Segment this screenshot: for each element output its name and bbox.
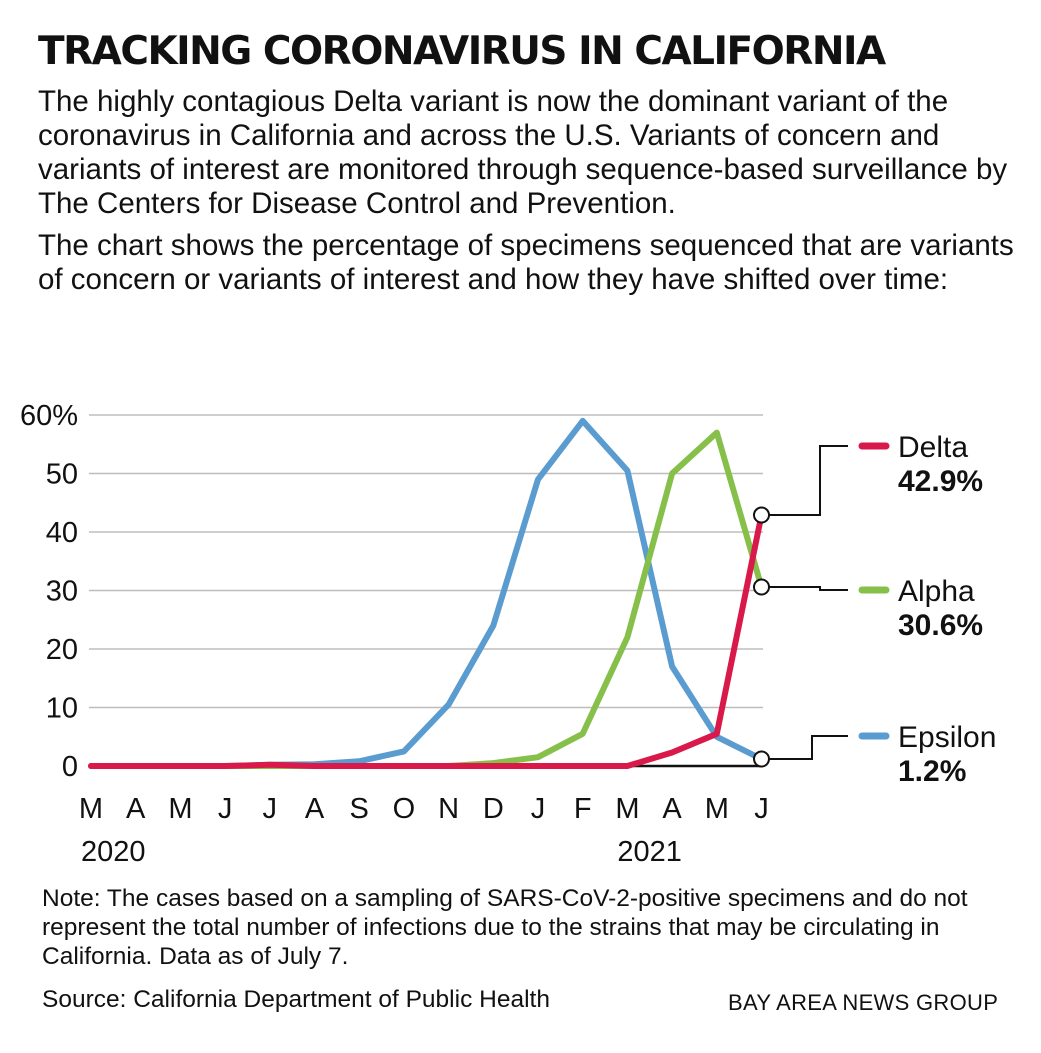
y-tick-label: 20 bbox=[46, 634, 78, 666]
chart-gridlines bbox=[89, 414, 763, 709]
x-tick-label: A bbox=[305, 793, 325, 825]
legend-value-epsilon: 1.2% bbox=[898, 755, 966, 788]
legend-value-delta: 42.9% bbox=[898, 465, 983, 498]
legend-label-epsilon: Epsilon bbox=[898, 721, 996, 754]
legend-label-alpha: Alpha bbox=[898, 575, 975, 608]
x-tick-label: A bbox=[662, 793, 682, 825]
leader-line-alpha bbox=[769, 585, 848, 591]
y-tick-label: 10 bbox=[46, 693, 78, 725]
x-axis-year-labels: 2020 2021 bbox=[81, 836, 682, 868]
chart-title: TRACKING CORONAVIRUS IN CALIFORNIA bbox=[38, 29, 886, 74]
x-tick-label: A bbox=[126, 793, 146, 825]
intro-text: The highly contagious Delta variant is n… bbox=[38, 85, 1028, 305]
x-tick-label: J bbox=[531, 793, 546, 825]
y-tick-label: 50 bbox=[46, 459, 78, 491]
y-tick-label: 0 bbox=[62, 751, 78, 783]
series-line-delta bbox=[88, 512, 765, 769]
x-tick-label: S bbox=[350, 793, 369, 825]
footnote: Note: The cases based on a sampling of S… bbox=[42, 885, 968, 970]
y-axis-tick-labels: 60% 50 40 30 20 10 0 bbox=[20, 400, 78, 783]
credit-line: BAY AREA NEWS GROUP bbox=[728, 990, 999, 1015]
y-tick-label: 30 bbox=[46, 576, 78, 608]
x-tick-label: N bbox=[438, 793, 459, 825]
leader-line-epsilon bbox=[769, 735, 848, 760]
year-label: 2021 bbox=[617, 836, 682, 868]
year-label: 2020 bbox=[81, 836, 146, 868]
x-tick-label: O bbox=[393, 793, 416, 825]
source-line: Source: California Department of Public … bbox=[42, 986, 550, 1013]
intro-paragraph-2: The chart shows the percentage of specim… bbox=[38, 229, 1014, 296]
leader-line-delta bbox=[769, 445, 848, 517]
x-tick-label: J bbox=[754, 793, 769, 825]
endpoint-marker-delta bbox=[753, 506, 770, 524]
y-tick-label: 40 bbox=[46, 517, 78, 549]
series-line-epsilon bbox=[88, 417, 765, 769]
x-tick-label: M bbox=[79, 793, 103, 825]
legend-label-delta: Delta bbox=[898, 431, 968, 464]
endpoint-marker-epsilon bbox=[753, 750, 770, 768]
x-tick-label: M bbox=[168, 793, 192, 825]
x-tick-label: D bbox=[483, 793, 504, 825]
legend-value-alpha: 30.6% bbox=[898, 609, 983, 642]
x-tick-label: M bbox=[615, 793, 639, 825]
x-tick-label: F bbox=[574, 793, 592, 825]
x-tick-label: J bbox=[218, 793, 233, 825]
chart-series bbox=[88, 417, 765, 769]
series-line-alpha bbox=[88, 429, 765, 769]
x-tick-label: J bbox=[263, 793, 278, 825]
x-tick-label: M bbox=[705, 793, 729, 825]
intro-paragraph-1: The highly contagious Delta variant is n… bbox=[38, 85, 1008, 220]
endpoint-marker-alpha bbox=[753, 578, 770, 596]
y-tick-label: 60% bbox=[20, 400, 78, 432]
